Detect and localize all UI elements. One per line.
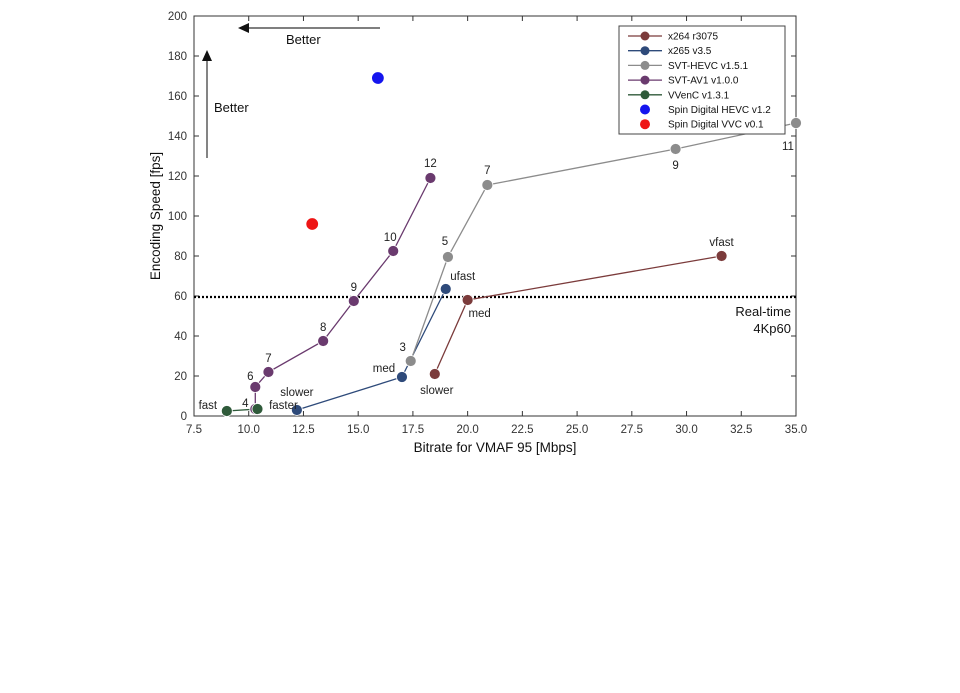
y-tick-label: 0 [181,411,187,423]
y-axis-title: Encoding Speed [fps] [148,152,163,280]
point-label: 6 [247,371,253,383]
point-label: 10 [384,232,397,244]
data-point [715,250,728,262]
data-point [371,72,384,84]
better-horizontal-annotation: Better [238,23,380,47]
point-label: 11 [782,141,794,153]
x-tick-label: 22.5 [511,424,533,436]
point-label: 7 [484,165,490,177]
better-vertical-arrowhead-icon [202,50,212,61]
y-tick-label: 160 [168,91,187,103]
point-label: fast [199,400,218,412]
data-point [790,117,802,129]
x-tick-label: 32.5 [730,424,752,436]
legend-label: SVT-HEVC v1.5.1 [668,61,748,72]
x-tick-label: 17.5 [402,424,424,436]
reference-line-group: Real-time 4Kp60 [194,295,796,336]
data-point [669,143,682,155]
legend-swatch-marker [640,119,650,130]
legend-items: x264 r3075 x265 v3.5 SVT-HEVC v1.5.1 SVT-AV… [628,31,771,131]
data-point [251,403,264,415]
y-tick-label: 40 [174,331,187,343]
legend-swatch-marker [640,75,650,85]
y-tick-label: 80 [174,251,187,263]
legend-label: SVT-AV1 v1.0.0 [668,76,739,87]
point-label: 4 [242,398,249,410]
point-label: med [373,363,395,375]
better-horizontal-label: Better [286,32,321,47]
y-tick-label: 60 [174,291,187,303]
y-tick-label: 100 [168,211,187,223]
better-vertical-annotation: Better [202,50,249,158]
point-label: 12 [424,158,437,170]
point-label: slower [280,387,313,399]
data-point [347,295,360,307]
y-tick-label: 120 [168,171,187,183]
legend: x264 r3075 x265 v3.5 SVT-HEVC v1.5.1 SVT-AV… [618,25,786,135]
data-point [439,283,452,295]
data-point [404,355,417,367]
data-point [428,368,441,380]
y-tick-label: 200 [168,11,187,23]
point-label: 5 [442,236,448,248]
point-label: 3 [400,342,406,354]
y-tick-label: 20 [174,371,187,383]
data-point [249,381,262,393]
point-label: slower [420,385,453,397]
reference-line-label-2: 4Kp60 [753,321,791,336]
y-tick-label: 180 [168,51,187,63]
x-tick-label: 25.0 [566,424,588,436]
x-tick-label: 20.0 [456,424,478,436]
data-point [220,405,233,417]
legend-label: VVenC v1.3.1 [668,90,730,101]
point-label: faster [269,400,298,412]
legend-label: x265 v3.5 [668,46,712,57]
legend-swatch-marker [640,46,650,56]
x-tick-label: 30.0 [675,424,697,436]
legend-label: Spin Digital HEVC v1.2 [668,105,771,116]
point-label: med [468,308,490,320]
legend-label: x264 r3075 [668,32,718,43]
legend-swatch-marker [640,31,650,41]
x-tick-label: 7.5 [186,424,202,436]
legend-swatch-marker [640,104,650,115]
x-axis-title: Bitrate for VMAF 95 [Mbps] [414,440,577,455]
data-point [442,251,454,263]
legend-swatch-marker [640,60,650,70]
x-tick-label: 35.0 [785,424,807,436]
x-tick-label: 10.0 [238,424,260,436]
legend-label: Spin Digital VVC v0.1 [668,120,764,131]
point-label: 9 [672,160,678,172]
point-label: 8 [320,322,326,334]
x-tick-label: 15.0 [347,424,369,436]
data-point [290,404,303,416]
axis-ticks: 7.5 10.0 12.5 15.0 17.5 20.0 22.5 25.0 27.5 30.0 3… [168,11,807,436]
better-horizontal-arrowhead-icon [238,23,249,33]
y-tick-label: 140 [168,131,187,143]
data-point [461,294,474,306]
x-tick-label: 27.5 [621,424,643,436]
better-vertical-label: Better [214,100,249,115]
data-point [481,179,494,191]
data-point [424,172,437,184]
series-group [220,72,802,417]
x-tick-label: 12.5 [292,424,314,436]
point-label: vfast [709,237,734,249]
legend-swatch-marker [640,90,650,100]
reference-line-label-1: Real-time [735,304,791,319]
point-label: 9 [351,282,357,294]
point-label: ufast [450,271,476,283]
point-label: 7 [265,353,271,365]
data-point [387,245,400,257]
data-point [306,218,319,230]
data-point [262,366,275,378]
data-point [396,371,408,383]
data-point [317,335,330,347]
